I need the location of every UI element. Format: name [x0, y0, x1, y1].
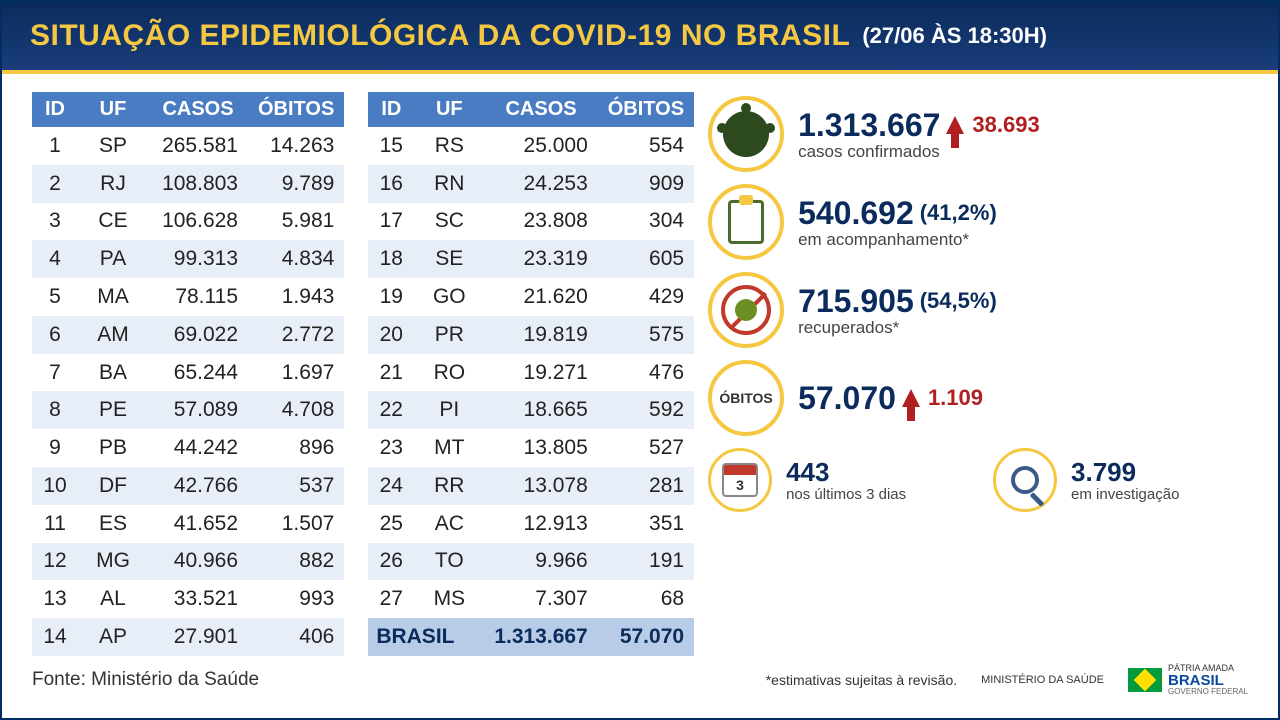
- table-row: 4PA99.3134.834: [32, 240, 344, 278]
- table-row: 27MS7.30768: [368, 580, 694, 618]
- monitoring-value: 540.692: [798, 195, 914, 232]
- table-row: 3CE106.6285.981: [32, 203, 344, 241]
- confirmed-value: 1.313.667: [798, 107, 940, 144]
- stat-recovered: 715.905 (54,5%) recuperados*: [708, 272, 1258, 348]
- table-row: 14AP27.901406: [32, 618, 344, 656]
- confirmed-increase: 38.693: [972, 112, 1039, 138]
- calendar-icon: [708, 448, 772, 512]
- stat-deaths: ÓBITOS 57.070 1.109: [708, 360, 1258, 436]
- last3days-value: 443: [786, 457, 829, 488]
- logo-br-main: BRASIL: [1168, 673, 1248, 688]
- table-row: 21RO19.271476: [368, 354, 694, 392]
- monitoring-pct: (41,2%): [920, 200, 997, 226]
- table-row: 15RS25.000554: [368, 127, 694, 165]
- flag-icon: [1128, 668, 1162, 692]
- recovered-pct: (54,5%): [920, 288, 997, 314]
- stat-last3days: 443 nos últimos 3 dias: [708, 448, 973, 512]
- table-row: 7BA65.2441.697: [32, 354, 344, 392]
- table-row: 11ES41.6521.507: [32, 505, 344, 543]
- col-casos: CASOS: [148, 92, 248, 127]
- table-row: 18SE23.319605: [368, 240, 694, 278]
- table-row: 9PB44.242896: [32, 429, 344, 467]
- col-id: ID: [368, 92, 414, 127]
- table-row: 22PI18.665592: [368, 391, 694, 429]
- col-obitos: ÓBITOS: [598, 92, 694, 127]
- logo-brasil: PÁTRIA AMADA BRASIL GOVERNO FEDERAL: [1128, 664, 1248, 696]
- virus-icon: [708, 96, 784, 172]
- table-row: 24RR13.078281: [368, 467, 694, 505]
- total-row: BRASIL1.313.66757.070: [368, 618, 694, 656]
- table-row: 23MT13.805527: [368, 429, 694, 467]
- state-table-right: ID UF CASOS ÓBITOS 15RS25.00055416RN24.2…: [368, 92, 694, 656]
- table-row: 26TO9.966191: [368, 543, 694, 581]
- col-id: ID: [32, 92, 78, 127]
- table-row: 10DF42.766537: [32, 467, 344, 505]
- recovered-value: 715.905: [798, 283, 914, 320]
- table-row: 8PE57.0894.708: [32, 391, 344, 429]
- table-row: 25AC12.913351: [368, 505, 694, 543]
- col-obitos: ÓBITOS: [248, 92, 344, 127]
- table-row: 2RJ108.8039.789: [32, 165, 344, 203]
- no-virus-icon: [708, 272, 784, 348]
- investigation-value: 3.799: [1071, 457, 1136, 488]
- page-title: SITUAÇÃO EPIDEMIOLÓGICA DA COVID-19 NO B…: [30, 19, 850, 53]
- timestamp: (27/06 ÀS 18:30H): [862, 23, 1047, 49]
- recovered-label: recuperados*: [798, 318, 1258, 338]
- footer: Fonte: Ministério da Saúde *estimativas …: [2, 664, 1278, 704]
- deaths-value: 57.070: [798, 380, 896, 417]
- col-uf: UF: [78, 92, 148, 127]
- arrow-up-icon: [946, 116, 964, 134]
- deaths-increase: 1.109: [928, 385, 983, 411]
- table-row: 1SP265.58114.263: [32, 127, 344, 165]
- header: SITUAÇÃO EPIDEMIOLÓGICA DA COVID-19 NO B…: [2, 2, 1278, 74]
- confirmed-label: casos confirmados: [798, 142, 1258, 162]
- table-row: 6AM69.0222.772: [32, 316, 344, 354]
- last3days-label: nos últimos 3 dias: [786, 486, 973, 503]
- clipboard-icon: [708, 184, 784, 260]
- table-row: 16RN24.253909: [368, 165, 694, 203]
- tables-region: ID UF CASOS ÓBITOS 1SP265.58114.2632RJ10…: [32, 92, 694, 656]
- logo-ministerio: MINISTÉRIO DA SAÚDE: [981, 674, 1104, 686]
- source-text: Fonte: Ministério da Saúde: [32, 669, 259, 691]
- table-row: 5MA78.1151.943: [32, 278, 344, 316]
- table-row: 13AL33.521993: [32, 580, 344, 618]
- table-row: 12MG40.966882: [32, 543, 344, 581]
- deaths-icon: ÓBITOS: [708, 360, 784, 436]
- col-casos: CASOS: [484, 92, 597, 127]
- table-row: 19GO21.620429: [368, 278, 694, 316]
- deaths-icon-text: ÓBITOS: [719, 390, 772, 406]
- stats-bottom-row: 443 nos últimos 3 dias 3.799 em investig…: [708, 448, 1258, 512]
- stat-monitoring: 540.692 (41,2%) em acompanhamento*: [708, 184, 1258, 260]
- table-row: 20PR19.819575: [368, 316, 694, 354]
- magnify-icon: [993, 448, 1057, 512]
- col-uf: UF: [414, 92, 484, 127]
- stats-panel: 1.313.667 38.693 casos confirmados 540.6…: [708, 92, 1258, 656]
- arrow-up-icon: [902, 389, 920, 407]
- state-table-left: ID UF CASOS ÓBITOS 1SP265.58114.2632RJ10…: [32, 92, 344, 656]
- monitoring-label: em acompanhamento*: [798, 230, 1258, 250]
- stat-confirmed: 1.313.667 38.693 casos confirmados: [708, 96, 1258, 172]
- body: ID UF CASOS ÓBITOS 1SP265.58114.2632RJ10…: [2, 74, 1278, 664]
- footnote: *estimativas sujeitas à revisão.: [766, 672, 957, 688]
- table-row: 17SC23.808304: [368, 203, 694, 241]
- stat-investigation: 3.799 em investigação: [993, 448, 1258, 512]
- logo-br-sub: GOVERNO FEDERAL: [1168, 688, 1248, 696]
- investigation-label: em investigação: [1071, 486, 1258, 503]
